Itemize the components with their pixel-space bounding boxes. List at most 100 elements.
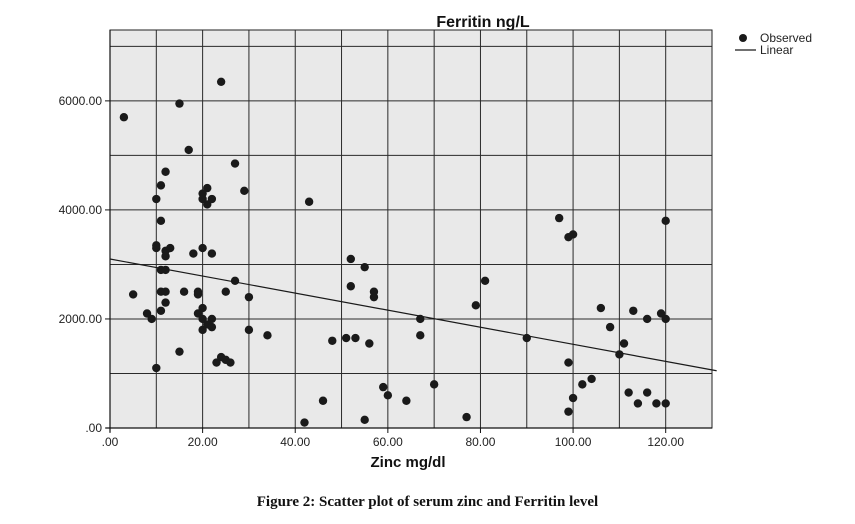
data-point	[193, 309, 203, 318]
observed-points	[119, 77, 670, 427]
x-tick-label: 80.00	[465, 435, 495, 449]
x-tick-label: 60.00	[373, 435, 403, 449]
data-point	[193, 290, 203, 299]
data-point	[156, 306, 166, 315]
data-point	[568, 393, 578, 403]
x-axis-label: Zinc mg/dl	[371, 454, 446, 471]
y-tick-label: .00	[85, 421, 102, 435]
data-point	[161, 298, 170, 307]
data-point	[568, 230, 578, 239]
data-point	[642, 314, 652, 324]
data-point	[642, 388, 652, 397]
data-point	[230, 159, 240, 168]
data-point	[379, 382, 388, 392]
data-point	[615, 350, 624, 359]
data-point	[226, 358, 235, 367]
data-point	[346, 254, 355, 264]
x-tick-label: .00	[102, 435, 119, 449]
data-point	[471, 301, 481, 310]
data-point	[629, 306, 638, 315]
data-point	[152, 363, 161, 373]
y-tick-label: 2000.00	[59, 312, 103, 326]
gridlines	[110, 30, 712, 428]
data-point	[207, 249, 217, 258]
data-point	[207, 322, 217, 332]
data-point	[564, 407, 573, 416]
data-point	[198, 194, 207, 204]
data-point	[360, 262, 369, 272]
data-point	[175, 99, 184, 108]
data-point	[402, 396, 411, 405]
data-point	[624, 388, 633, 397]
data-point	[346, 282, 355, 291]
data-point	[179, 287, 189, 296]
data-point	[656, 309, 666, 318]
data-point	[203, 183, 212, 193]
data-point	[328, 336, 337, 345]
data-point	[212, 358, 221, 367]
data-point	[416, 331, 425, 340]
data-point	[619, 339, 629, 348]
data-point	[207, 194, 217, 204]
legend: Observed Linear	[735, 31, 812, 57]
data-point	[605, 322, 615, 332]
data-point	[189, 249, 198, 258]
data-point	[161, 167, 170, 176]
data-point	[198, 314, 207, 324]
data-point	[416, 314, 425, 324]
data-point	[300, 418, 309, 427]
data-point	[564, 358, 573, 367]
linear-fit-line	[109, 258, 717, 372]
data-point	[119, 113, 129, 122]
data-point	[596, 303, 606, 313]
data-point	[661, 399, 670, 408]
data-point	[240, 186, 249, 196]
data-point	[661, 216, 670, 226]
data-point	[244, 292, 254, 302]
data-point	[351, 333, 360, 343]
data-point	[587, 374, 596, 384]
figure-caption: Figure 2: Scatter plot of serum zinc and…	[256, 494, 599, 510]
data-point	[221, 287, 230, 296]
x-tick-label: 100.00	[555, 435, 592, 449]
data-point	[369, 292, 379, 302]
data-point	[429, 380, 439, 389]
plot-area	[109, 29, 713, 429]
data-point	[184, 145, 193, 155]
data-point	[341, 333, 351, 343]
data-point	[128, 290, 138, 299]
y-tick-label: 6000.00	[59, 94, 103, 108]
data-point	[152, 243, 161, 253]
data-point	[554, 213, 564, 223]
data-point	[304, 197, 314, 206]
data-point	[661, 314, 670, 324]
data-point	[142, 309, 152, 318]
data-point	[216, 77, 226, 86]
data-point	[161, 265, 170, 275]
legend-linear-label: Linear	[760, 43, 793, 57]
data-point	[318, 396, 328, 405]
tick-labels: .00 20.00 40.00 60.00 80.00 100.00 120.00 .00 20…	[59, 94, 685, 449]
data-point	[244, 325, 254, 335]
data-point	[198, 243, 207, 253]
data-point	[365, 339, 374, 348]
data-point	[480, 276, 490, 285]
chart-title: Ferritin ng/L	[436, 14, 530, 31]
data-point	[578, 380, 587, 389]
data-point	[166, 243, 175, 253]
data-point	[156, 216, 166, 226]
data-point	[161, 252, 170, 261]
data-point	[652, 399, 661, 408]
x-tick-label: 20.00	[188, 435, 218, 449]
x-tick-label: 120.00	[647, 435, 684, 449]
data-point	[263, 331, 272, 340]
data-point	[203, 200, 212, 209]
y-tick-label: 4000.00	[59, 203, 103, 217]
data-point	[152, 194, 161, 204]
legend-observed-marker	[739, 34, 747, 42]
data-point	[383, 391, 393, 400]
x-tick-label: 40.00	[280, 435, 310, 449]
data-point	[360, 415, 369, 425]
data-point	[633, 399, 643, 408]
data-point	[161, 287, 170, 296]
